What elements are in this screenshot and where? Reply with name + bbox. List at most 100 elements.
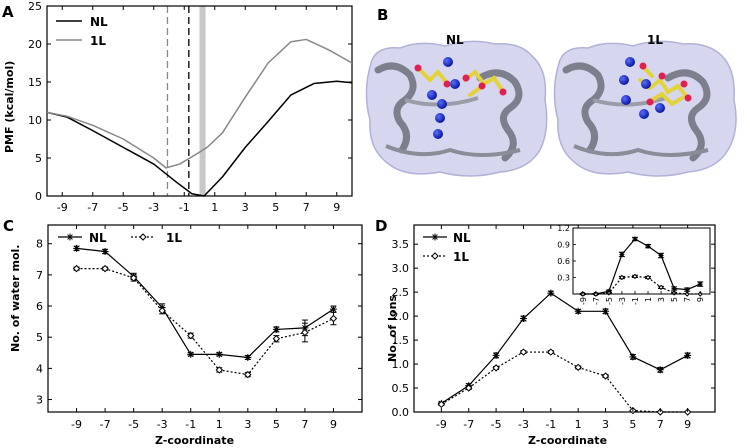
- molecule-nl-ligands: [414, 64, 507, 97]
- chart-c-marks: [72, 244, 338, 379]
- chart-d-xtick-label: -9: [436, 418, 447, 431]
- inset-xtick-label: -3: [618, 297, 627, 305]
- chart-c-ytick-label: 3: [36, 394, 43, 407]
- chart-c-xtick-label: 1: [216, 418, 223, 431]
- chart-d-ytick-label: 3.0: [392, 262, 410, 275]
- molecule-nl-ions: [427, 57, 460, 139]
- plot-frame: [413, 224, 716, 413]
- chart-a-xtick-label: -7: [87, 201, 98, 214]
- inset-1l-point: [632, 273, 638, 280]
- chart-a-legend: NL 1L: [56, 15, 108, 48]
- inset-nl-point: [684, 287, 690, 293]
- chart-c-xtick-label: -5: [128, 418, 139, 431]
- chart-d-xtick-label: -1: [545, 418, 556, 431]
- chart-c-1l-point: [272, 335, 281, 343]
- chart-a-marks: [46, 38, 353, 197]
- inset-nl-point: [645, 243, 651, 249]
- inset-xtick-label: 9: [696, 297, 705, 302]
- inset-xtick-label: 7: [683, 297, 692, 302]
- chart-d-1l-point: [492, 364, 500, 372]
- chart-c-1l-series-line: [76, 268, 334, 376]
- chart-d-ytick-label: 3.5: [392, 238, 410, 251]
- chart-a-ytick-label: 15: [28, 76, 42, 89]
- chart-d-ytick-label: 2.0: [392, 310, 410, 323]
- chart-c-1l-point: [187, 331, 195, 340]
- shaded-band: [199, 6, 206, 196]
- chart-c-xtick-label: 7: [301, 418, 308, 431]
- panel-letter-b: B: [377, 6, 388, 24]
- chart-c-ylabel: No. of water mol.: [9, 245, 22, 352]
- legend-c-nl-label: NL: [89, 231, 107, 245]
- inset-ytick-label: 0.3: [557, 274, 570, 283]
- chart-a-xtick-label: 7: [303, 201, 310, 214]
- chart-c-1l-point: [129, 274, 138, 282]
- molecule-nl-image: NL: [365, 33, 548, 177]
- panel-letter-c: C: [3, 217, 14, 235]
- molecule-nl-label: NL: [446, 33, 464, 47]
- inset-xtick-label: -1: [631, 297, 640, 305]
- chart-c-xtick-label: -9: [71, 418, 82, 431]
- chart-c-1l-point: [301, 328, 309, 337]
- chart-c-1l-point: [72, 264, 81, 273]
- chart-c-ticks: -9 -7 -5 -3 -1 1 3 5 7 9 3 4 5 6 7 8: [36, 225, 362, 431]
- chart-c-ytick-label: 8: [36, 238, 43, 251]
- chart-d-nl-point: [684, 351, 692, 359]
- chart-a-xtick-label: -9: [57, 201, 68, 214]
- inset-ytick-label: 1.2: [557, 224, 570, 233]
- panel-letter-d: D: [375, 217, 387, 235]
- chart-c-xtick-label: -7: [100, 418, 111, 431]
- inset-1l-point: [658, 284, 664, 291]
- molecule-nl-strand: [385, 144, 521, 157]
- chart-c-xtick-label: 5: [273, 418, 280, 431]
- molecule-nl-helix-right: [476, 69, 523, 162]
- inset-nl-point: [632, 236, 638, 242]
- chart-d-nl-point: [519, 315, 527, 322]
- legend-d-nl-marker-shape: [431, 233, 439, 241]
- legend-c-1l-marker: [139, 233, 147, 241]
- chart-a-xtick-label: 3: [242, 201, 249, 214]
- chart-d-1l-point: [465, 384, 473, 392]
- chart-d-ytick-label: 0.0: [392, 406, 410, 419]
- inset-static: [572, 227, 711, 295]
- chart-c-nl-point: [187, 350, 195, 358]
- chart-d-1l-point: [601, 372, 610, 380]
- chart-c-ytick-label: 5: [36, 331, 43, 344]
- chart-c-xtick-label: 9: [330, 418, 337, 431]
- legend-d-nl-marker: [431, 233, 439, 241]
- legend-d-nl-label: NL: [453, 231, 471, 245]
- chart-c-nl-point: [73, 244, 81, 252]
- legend-d-1l-marker-shape: [431, 252, 439, 260]
- inset-xtick-label: 5: [670, 297, 679, 302]
- legend-c-nl-marker-shape: [66, 233, 74, 241]
- chart-c-1l-point: [329, 314, 338, 323]
- inset-nl-point: [619, 251, 625, 257]
- chart-d-ytick-label: 2.5: [392, 286, 410, 299]
- chart-d-1l-point: [547, 348, 555, 356]
- inset-xtick-label: 3: [657, 297, 666, 302]
- chart-c-ytick-label: 6: [36, 300, 43, 313]
- chart-d-nl-point: [656, 366, 664, 374]
- chart-d-xtick-label: -7: [463, 418, 474, 431]
- chart-a-xtick-label: -3: [148, 201, 159, 214]
- chart-c-nl-point: [101, 247, 109, 255]
- molecule-1l-helix-right: [664, 69, 711, 162]
- chart-d-ytick-label: 1.5: [392, 334, 410, 347]
- chart-a-xtick-label: 5: [272, 201, 279, 214]
- chart-d-1l-series-line: [441, 351, 688, 413]
- chart-d-xlabel: Z-coordinate: [528, 434, 607, 447]
- inset-ytick-label: 0.6: [557, 257, 570, 266]
- pmf-series-1l: [46, 38, 353, 169]
- chart-d-legend: NL 1L: [423, 231, 471, 264]
- panel-letter-a: A: [2, 3, 14, 21]
- legend-a-1l-label: 1L: [90, 34, 106, 48]
- chart-d-xtick-label: -5: [491, 418, 502, 431]
- inset-nl-series-line: [582, 238, 701, 295]
- chart-d-ytick-label: 0.5: [392, 382, 410, 395]
- chart-a-ytick-label: 20: [28, 38, 42, 51]
- chart-a-static: [46, 5, 353, 197]
- inset-frame: [572, 227, 711, 295]
- chart-a-xtick-label: 1: [211, 201, 218, 214]
- chart-c-1l-point: [244, 370, 252, 379]
